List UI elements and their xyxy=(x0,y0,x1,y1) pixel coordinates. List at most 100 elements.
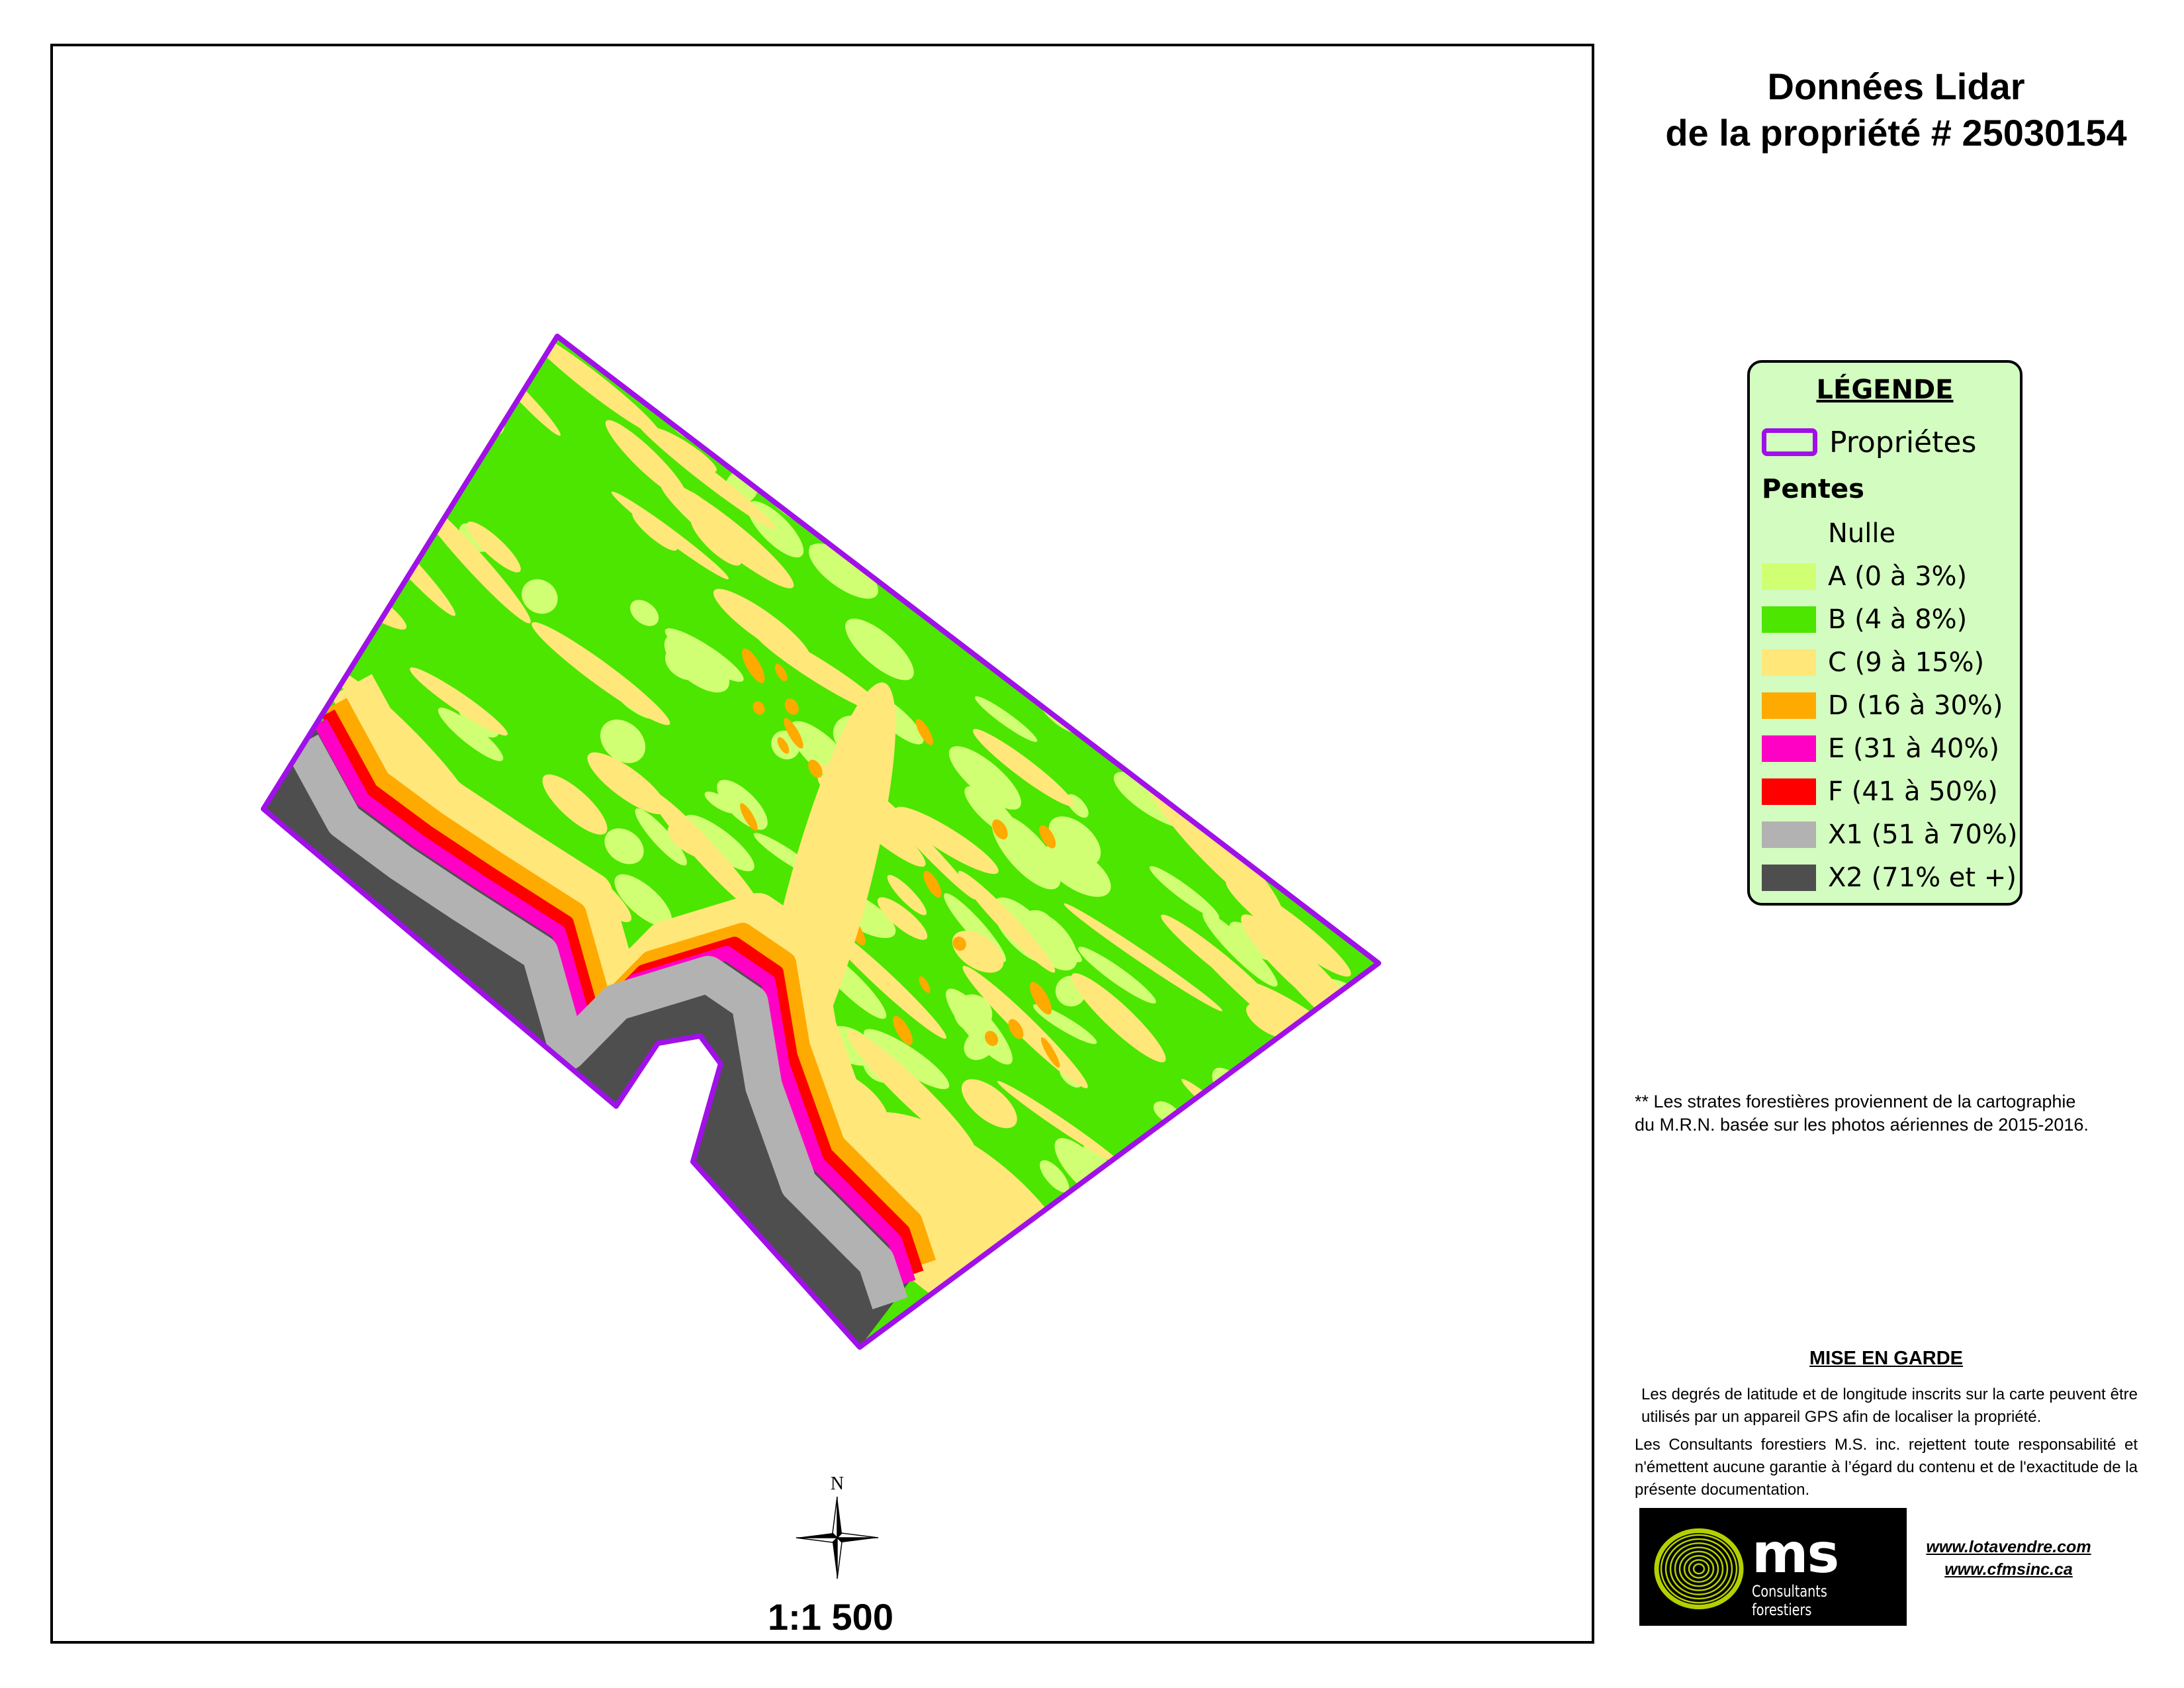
property-swatch xyxy=(1762,428,1817,456)
slope-patch xyxy=(740,803,758,831)
slope-patch xyxy=(1242,519,1340,622)
slope-patch xyxy=(784,698,799,715)
slope-patch xyxy=(1040,1160,1069,1193)
slope-patch xyxy=(742,648,765,683)
slope-patch xyxy=(1048,336,1129,381)
slope-patch xyxy=(587,752,667,815)
slope-patch xyxy=(992,819,1008,840)
legend-item: F (41 à 50%) xyxy=(1762,776,1998,808)
slope-patch xyxy=(339,990,400,1045)
slope-patch xyxy=(777,737,790,754)
north-label: N xyxy=(830,1474,844,1494)
slope-patch xyxy=(635,420,776,530)
slope-patch xyxy=(972,729,1074,806)
slope-patch xyxy=(809,543,878,599)
company-logo: ms Consultants forestiers xyxy=(1639,1508,1907,1626)
slope-patch xyxy=(298,465,396,564)
slope-patch xyxy=(1194,583,1237,614)
slope-patch xyxy=(1352,766,1379,806)
slope-patch xyxy=(960,457,1016,499)
slope-patch xyxy=(752,701,765,715)
legend: LÉGENDE Propriétes Pentes Nulle A (0 à 3%… xyxy=(1747,360,2023,906)
slope-patch xyxy=(915,718,933,745)
slope-patch xyxy=(684,814,754,872)
slope-patch xyxy=(630,600,659,626)
slope-patch xyxy=(919,976,931,993)
slope-patch xyxy=(437,708,504,761)
slope-patch xyxy=(1041,1037,1060,1068)
slope-patch xyxy=(1141,404,1212,479)
legend-item: E (31 à 40%) xyxy=(1762,733,1999,765)
slope-patch xyxy=(1287,336,1321,359)
legend-swatch xyxy=(1762,692,1816,719)
slope-patch xyxy=(1252,429,1297,479)
legend-item: A (0 à 3%) xyxy=(1762,561,1967,592)
slope-patch xyxy=(1116,588,1142,610)
slope-patch xyxy=(1269,1125,1340,1203)
slope-patch xyxy=(1156,336,1294,435)
slope-patch xyxy=(314,1109,343,1137)
slope-patch xyxy=(868,454,1017,562)
slope-patch xyxy=(937,530,998,575)
slope-patch xyxy=(1122,1217,1152,1239)
slope-patch xyxy=(1161,1154,1231,1232)
slope-patch xyxy=(531,622,670,726)
slope-patch xyxy=(1030,982,1052,1015)
slope-patch xyxy=(1210,430,1304,520)
slope-patch xyxy=(273,512,367,596)
slope-patch xyxy=(1236,1111,1279,1158)
slope-patch xyxy=(1291,1105,1379,1227)
slope-patch xyxy=(845,618,914,680)
slope-patch xyxy=(1282,1120,1368,1180)
slope-patch xyxy=(1197,1230,1280,1299)
slope-patch xyxy=(1129,1209,1232,1311)
slope-patch xyxy=(1320,1219,1347,1240)
slope-band xyxy=(331,674,962,1253)
slope-patch xyxy=(1066,794,1089,818)
slope-patch xyxy=(1199,497,1271,544)
slope-patch xyxy=(304,397,356,443)
slope-patch xyxy=(1304,449,1379,524)
slope-patch xyxy=(982,479,1064,553)
slope-patch xyxy=(635,808,687,866)
slope-patch xyxy=(1212,1068,1277,1141)
link-lotavendre[interactable]: www.lotavendre.com xyxy=(1926,1538,2091,1556)
slope-patch xyxy=(542,774,608,835)
slope-patch xyxy=(664,647,704,680)
slope-patch xyxy=(601,1217,676,1298)
slope-patch xyxy=(604,828,644,865)
slope-patch xyxy=(467,521,521,573)
slope-patch xyxy=(1032,1220,1106,1287)
slope-patch xyxy=(893,1015,913,1045)
slope-patch xyxy=(1016,611,1166,708)
slope-patch xyxy=(579,1224,638,1285)
slope-patch xyxy=(1042,843,1111,897)
slope-patch xyxy=(649,790,765,917)
legend-swatch xyxy=(1762,606,1816,633)
slope-patch xyxy=(1078,947,1156,1004)
link-cfmsinc[interactable]: www.cfmsinc.ca xyxy=(1944,1560,2073,1579)
slope-patch xyxy=(923,534,1033,628)
map-title-line1: Données Lidar xyxy=(1767,66,2025,107)
slope-patch xyxy=(818,451,937,529)
slope-patch xyxy=(1084,1190,1126,1234)
slope-patch xyxy=(877,897,928,940)
slope-patch xyxy=(887,874,927,915)
legend-item: X1 (51 à 70%) xyxy=(1762,819,2018,851)
slope-patch xyxy=(660,480,794,588)
slope-patch xyxy=(611,491,729,580)
legend-label: X1 (51 à 70%) xyxy=(1828,820,2018,850)
slope-patch xyxy=(726,400,770,436)
slope-patch xyxy=(704,791,737,814)
slope-patch xyxy=(864,1029,950,1090)
slope-patch xyxy=(1203,912,1278,987)
slope-patch xyxy=(331,961,380,1008)
legend-label: X2 (71% et +) xyxy=(1828,863,2017,893)
slope-patch xyxy=(1193,403,1238,443)
compass-rose-icon xyxy=(796,1496,879,1579)
slope-patch xyxy=(1175,731,1208,763)
slope-patch xyxy=(958,870,1056,973)
slope-patch xyxy=(1115,336,1248,391)
legend-swatch xyxy=(1762,778,1816,805)
legend-swatch xyxy=(1762,821,1816,848)
